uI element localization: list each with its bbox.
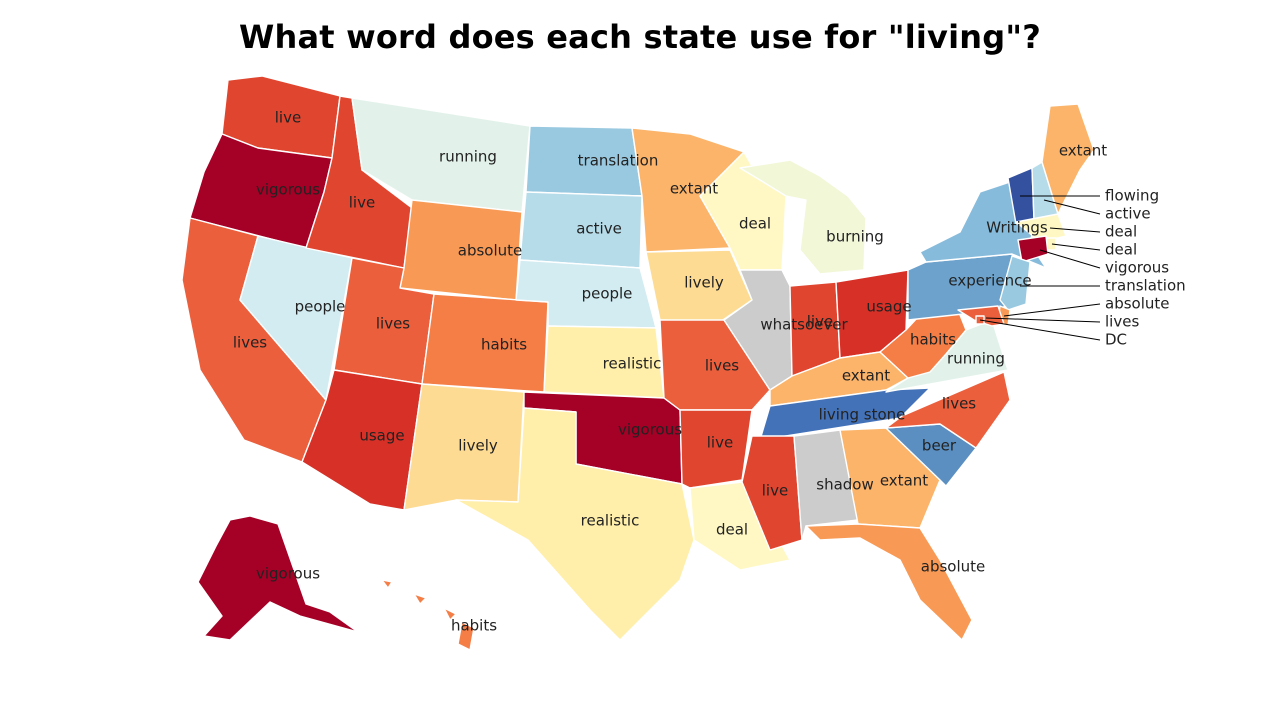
state-ma[interactable] — [1015, 213, 1067, 243]
label-wa: live — [275, 109, 301, 127]
label-mi: burning — [826, 228, 884, 246]
label-ky: extant — [842, 367, 890, 385]
callout-md: lives — [1105, 313, 1139, 331]
label-oh: usage — [866, 298, 911, 316]
label-ut: lives — [376, 315, 410, 333]
state-wi[interactable] — [699, 151, 787, 271]
state-hi[interactable] — [381, 579, 475, 651]
state-fl[interactable] — [805, 523, 973, 641]
label-or: vigorous — [256, 181, 320, 199]
label-ne: people — [582, 285, 633, 303]
state-ct[interactable] — [1017, 235, 1049, 263]
label-il: whatsoever — [760, 316, 848, 334]
label-ny: Writings — [986, 219, 1048, 237]
label-ms: live — [762, 482, 788, 500]
leader-md — [985, 317, 1101, 323]
callout-vt: flowing — [1105, 187, 1159, 205]
label-wy: absolute — [458, 242, 523, 260]
label-ca: lives — [233, 334, 267, 352]
callout-nj: translation — [1105, 277, 1186, 295]
leader-dc — [979, 319, 1101, 341]
label-ak: vigorous — [256, 565, 320, 583]
label-wv: habits — [910, 331, 956, 349]
callout-ri: deal — [1105, 241, 1137, 259]
label-nv: people — [295, 298, 346, 316]
label-nc: lives — [942, 395, 976, 413]
state-nj[interactable] — [999, 255, 1031, 311]
label-tx: realistic — [581, 512, 640, 530]
label-mo: lives — [705, 357, 739, 375]
label-sc: beer — [922, 437, 957, 455]
label-nd: translation — [578, 152, 659, 170]
callout-nh: active — [1105, 205, 1151, 223]
state-ky[interactable] — [769, 351, 909, 407]
state-ak[interactable] — [197, 515, 359, 641]
state-tx[interactable] — [455, 407, 695, 641]
label-fl: absolute — [921, 558, 986, 576]
callout-de: absolute — [1105, 295, 1170, 313]
label-ga: extant — [880, 472, 928, 490]
state-wy[interactable] — [399, 199, 523, 301]
state-ms[interactable] — [741, 435, 803, 551]
label-mn: extant — [670, 180, 718, 198]
label-va: running — [947, 350, 1005, 368]
callout-ma: deal — [1105, 223, 1137, 241]
label-ok: vigorous — [618, 421, 682, 439]
label-id: live — [349, 194, 375, 212]
state-ga[interactable] — [839, 427, 941, 529]
label-pa: experience — [948, 272, 1031, 290]
label-in: live — [807, 313, 833, 331]
leader-ri — [1051, 243, 1101, 251]
label-ks: realistic — [603, 355, 662, 373]
label-al: shadow — [816, 476, 873, 494]
leader-ma — [1049, 227, 1101, 233]
label-ar: live — [707, 434, 733, 452]
leader-nh — [1043, 199, 1101, 215]
label-tn: living stone — [819, 406, 906, 424]
callout-ct: vigorous — [1105, 259, 1169, 277]
label-mt: running — [439, 148, 497, 166]
state-mi[interactable] — [739, 159, 867, 275]
label-az: usage — [359, 427, 404, 445]
label-la: deal — [716, 521, 748, 539]
page-title: What word does each state use for "livin… — [239, 18, 1041, 56]
callout-dc: DC — [1105, 331, 1127, 349]
label-nm: lively — [458, 437, 498, 455]
label-ia: lively — [684, 274, 724, 292]
state-al[interactable] — [793, 429, 859, 541]
label-co: habits — [481, 336, 527, 354]
state-tn[interactable] — [759, 387, 931, 441]
state-nc[interactable] — [885, 371, 1011, 449]
label-me: extant — [1059, 142, 1107, 160]
leader-de — [1003, 303, 1101, 317]
leader-ct — [1039, 249, 1101, 269]
state-ar[interactable] — [679, 409, 753, 489]
label-wi: deal — [739, 215, 771, 233]
label-hi: habits — [451, 617, 497, 635]
label-sd: active — [576, 220, 622, 238]
